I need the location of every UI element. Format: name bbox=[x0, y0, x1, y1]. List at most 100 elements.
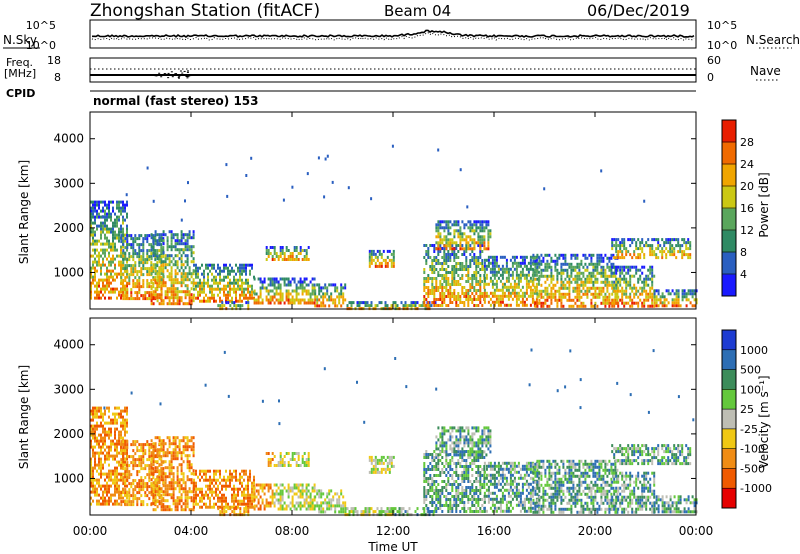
scatter-cell bbox=[186, 466, 189, 470]
scatter-cell bbox=[188, 296, 191, 300]
scatter-cell bbox=[479, 247, 482, 251]
scatter-cell bbox=[309, 301, 312, 305]
scatter-cell bbox=[423, 298, 426, 301]
scatter-cell bbox=[485, 282, 488, 286]
scatter-cell bbox=[509, 291, 512, 295]
scatter-cell bbox=[118, 451, 120, 455]
scatter-cell bbox=[168, 484, 171, 488]
scatter-cell bbox=[344, 286, 347, 290]
scatter-cell bbox=[116, 487, 118, 491]
scatter-cell bbox=[532, 280, 535, 284]
scatter-cell bbox=[469, 253, 472, 256]
scatter-cell bbox=[431, 292, 434, 295]
scatter-cell bbox=[311, 283, 314, 287]
scatter-cell bbox=[134, 488, 137, 492]
scatter-cell bbox=[138, 270, 141, 274]
scatter-cell bbox=[184, 484, 187, 488]
scatter-cell bbox=[154, 293, 157, 297]
scatter-cell bbox=[425, 280, 428, 283]
scatter-cell bbox=[221, 493, 223, 497]
scatter-cell bbox=[90, 290, 92, 294]
scatter-cell bbox=[120, 466, 122, 470]
scatter-cell bbox=[479, 289, 482, 292]
scatter-cell bbox=[152, 445, 155, 449]
scatter-cell bbox=[560, 268, 563, 272]
scatter-cell bbox=[124, 270, 127, 274]
scatter-cell bbox=[110, 227, 112, 231]
scatter-cell bbox=[572, 304, 575, 308]
scatter-cell bbox=[126, 203, 128, 207]
scatter-cell bbox=[594, 295, 597, 299]
scatter-cell bbox=[594, 280, 597, 284]
scatter-cell bbox=[322, 292, 325, 296]
scatter-cell bbox=[195, 499, 197, 503]
scatter-cell bbox=[156, 493, 159, 497]
scatter-cell bbox=[281, 498, 284, 502]
scatter-cell bbox=[108, 296, 110, 300]
scatter-cell bbox=[542, 256, 545, 260]
scatter-cell bbox=[243, 502, 245, 506]
scatter-cell bbox=[279, 289, 282, 293]
scatter-cell bbox=[566, 262, 569, 266]
scatter-cell bbox=[118, 215, 120, 219]
scatter-cell bbox=[445, 283, 448, 286]
scatter-cell bbox=[439, 283, 442, 286]
scatter-cell bbox=[90, 272, 92, 276]
scatter-cell bbox=[527, 267, 530, 271]
scatter-cell bbox=[98, 463, 100, 467]
scatter-cell bbox=[94, 445, 96, 449]
scatter-cell bbox=[209, 263, 211, 267]
scatter-cell bbox=[467, 271, 470, 274]
scatter-cell bbox=[160, 284, 163, 288]
scatter-cell bbox=[203, 278, 205, 282]
scatter-cell bbox=[116, 484, 118, 488]
scatter-cell bbox=[247, 478, 249, 482]
scatter-cell bbox=[114, 499, 116, 503]
scatter-cell bbox=[233, 502, 235, 506]
scatter-cell bbox=[499, 267, 502, 271]
scatter-cell bbox=[594, 274, 597, 278]
scatter-cell bbox=[176, 475, 179, 479]
scatter-cell bbox=[211, 290, 213, 294]
scatter-cell bbox=[148, 497, 151, 501]
scatter-cell bbox=[100, 457, 102, 461]
scatter-cell bbox=[639, 241, 642, 245]
scatter-cell bbox=[455, 247, 458, 250]
scatter-cell bbox=[334, 298, 337, 302]
scatter-cell bbox=[193, 484, 195, 488]
scatter-cell bbox=[443, 235, 446, 239]
scatter-cell bbox=[635, 265, 638, 269]
scatter-cell bbox=[649, 247, 652, 251]
scatter-cell bbox=[261, 283, 264, 287]
scatter-cell bbox=[519, 288, 522, 292]
scatter-cell bbox=[176, 508, 179, 512]
scatter-cell bbox=[182, 439, 185, 443]
scatter-cell bbox=[457, 268, 460, 271]
scatter-cell bbox=[531, 294, 534, 298]
scatter-cell bbox=[128, 282, 131, 286]
scatter-cell bbox=[451, 283, 454, 286]
scatter-cell bbox=[92, 239, 94, 243]
scatter-cell bbox=[305, 255, 308, 258]
scatter-cell bbox=[443, 226, 446, 230]
scatter-cell bbox=[144, 443, 147, 447]
scatter-cell bbox=[275, 498, 278, 502]
scatter-cell bbox=[572, 286, 575, 290]
scatter-cell bbox=[295, 292, 298, 296]
scatter-cell bbox=[221, 278, 223, 282]
scatter-cell bbox=[146, 237, 149, 241]
scatter-cell bbox=[378, 261, 381, 265]
scatter-cell bbox=[156, 454, 159, 458]
scatter-cell bbox=[190, 287, 193, 291]
scatter-cell bbox=[392, 249, 395, 253]
scatter-cell bbox=[529, 294, 532, 298]
scatter-cell bbox=[590, 259, 593, 263]
scatter-cell bbox=[195, 272, 197, 276]
scatter-cell bbox=[142, 449, 145, 453]
scatter-cell bbox=[487, 220, 490, 224]
scatter-cell bbox=[126, 212, 128, 216]
scatter-cell bbox=[364, 304, 367, 308]
scatter-cell bbox=[144, 237, 147, 241]
scatter-cell bbox=[665, 304, 668, 308]
scatter-cell bbox=[138, 458, 141, 462]
